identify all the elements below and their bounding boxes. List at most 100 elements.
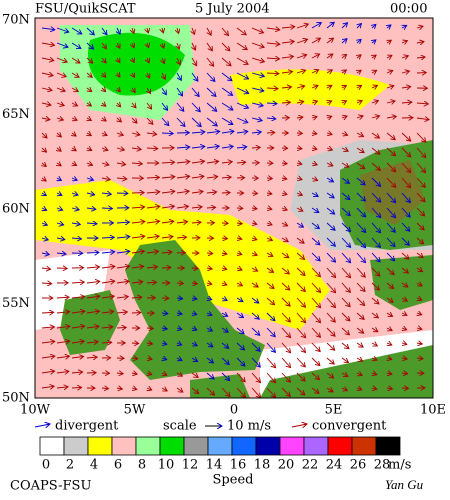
- wind-arrow: [87, 118, 91, 121]
- wind-arrow: [101, 27, 107, 35]
- wind-arrow: [191, 132, 205, 133]
- wind-arrow: [206, 253, 213, 254]
- wind-arrow: [266, 193, 272, 194]
- wind-arrow: [356, 207, 366, 217]
- wind-arrow: [401, 71, 409, 73]
- wind-arrow: [386, 267, 394, 275]
- wind-arrow: [117, 103, 121, 107]
- wind-arrow: [71, 341, 84, 343]
- wind-arrow: [117, 27, 120, 34]
- wind-arrow: [236, 162, 246, 163]
- wind-arrow: [252, 223, 257, 224]
- wind-arrow: [56, 341, 70, 343]
- time: 00:00: [390, 2, 427, 17]
- wind-arrow: [116, 133, 123, 135]
- colorbar-label: 14: [206, 458, 223, 473]
- wind-arrow: [132, 88, 135, 93]
- wind-arrow: [206, 268, 212, 269]
- wind-arrow: [387, 25, 391, 28]
- wind-arrow: [296, 282, 305, 291]
- wind-arrow: [311, 282, 321, 292]
- wind-arrow: [372, 70, 377, 73]
- colorbar-swatch: [63, 436, 89, 456]
- wind-arrow: [146, 177, 159, 178]
- wind-arrow: [416, 118, 429, 120]
- wind-arrow: [42, 163, 46, 166]
- wind-arrow: [222, 283, 227, 285]
- wind-arrow: [221, 342, 229, 348]
- wind-arrow: [251, 283, 258, 287]
- wind-arrow: [296, 237, 304, 243]
- wind-arrow: [296, 117, 303, 118]
- wind-arrow: [161, 221, 174, 223]
- wind-arrow: [191, 283, 197, 284]
- wind-arrow: [341, 237, 351, 247]
- wind-arrow: [131, 163, 142, 164]
- wind-arrow: [176, 117, 185, 126]
- wind-arrow: [341, 312, 350, 321]
- colorbar-swatch: [111, 436, 137, 456]
- wind-arrow: [101, 178, 110, 180]
- wind-arrow: [251, 268, 258, 271]
- wind-arrow: [386, 298, 393, 302]
- colorbar-label: 20: [278, 458, 295, 473]
- wind-arrow: [311, 387, 319, 393]
- wind-arrow: [251, 208, 257, 209]
- wind-arrow: [311, 297, 321, 308]
- wind-arrow: [191, 268, 198, 269]
- wind-arrow: [341, 222, 351, 232]
- wind-arrow: [56, 57, 67, 62]
- wind-arrow: [41, 88, 52, 90]
- wind-arrow: [266, 223, 272, 225]
- wind-arrow: [177, 343, 182, 345]
- land: [190, 374, 250, 398]
- wind-arrow: [236, 387, 245, 397]
- wind-arrow: [221, 238, 227, 239]
- wind-arrow: [297, 163, 302, 164]
- wind-arrow: [42, 193, 46, 196]
- wind-arrow: [116, 148, 124, 150]
- wind-arrow: [311, 252, 320, 261]
- wind-arrow: [132, 58, 134, 62]
- wind-arrow: [116, 373, 123, 374]
- wind-arrow: [251, 27, 264, 33]
- wind-arrow: [116, 251, 130, 253]
- wind-arrow: [177, 42, 179, 49]
- wind-arrow: [41, 268, 51, 269]
- wind-arrow: [266, 118, 276, 119]
- wind-arrow: [176, 72, 181, 80]
- wind-arrow: [146, 282, 156, 283]
- colorbar-label: 22: [302, 458, 319, 473]
- wind-arrow: [371, 343, 377, 346]
- wind-arrow: [162, 358, 167, 360]
- wind-arrow: [86, 193, 95, 195]
- wind-arrow: [161, 117, 169, 126]
- wind-arrow: [41, 327, 54, 328]
- wind-arrow: [266, 327, 275, 337]
- wind-arrow: [356, 312, 364, 319]
- wind-arrow: [132, 73, 135, 77]
- wind-arrow: [71, 238, 82, 239]
- wind-arrow: [251, 387, 261, 398]
- wind-arrow: [146, 148, 158, 149]
- wind-arrow: [221, 372, 230, 381]
- wind-arrow: [417, 298, 422, 300]
- wind-arrow: [87, 148, 92, 150]
- wind-arrow: [56, 356, 69, 358]
- wind-arrow: [56, 73, 66, 77]
- wind-arrow: [416, 162, 426, 173]
- wind-arrow: [371, 252, 380, 262]
- wind-arrow: [236, 298, 243, 302]
- wind-arrow: [132, 103, 136, 108]
- wind-arrow: [131, 373, 137, 374]
- wind-arrow: [132, 43, 134, 48]
- wind-arrow: [161, 177, 175, 178]
- wind-arrow: [176, 147, 190, 148]
- legend-label: 10 m/s: [227, 419, 271, 434]
- wind-arrow: [41, 132, 47, 138]
- wind-arrow: [266, 132, 275, 133]
- wind-arrow: [206, 131, 220, 133]
- wind-arrow: [41, 28, 55, 30]
- wind-arrow: [341, 133, 348, 135]
- wind-arrow: [71, 178, 77, 180]
